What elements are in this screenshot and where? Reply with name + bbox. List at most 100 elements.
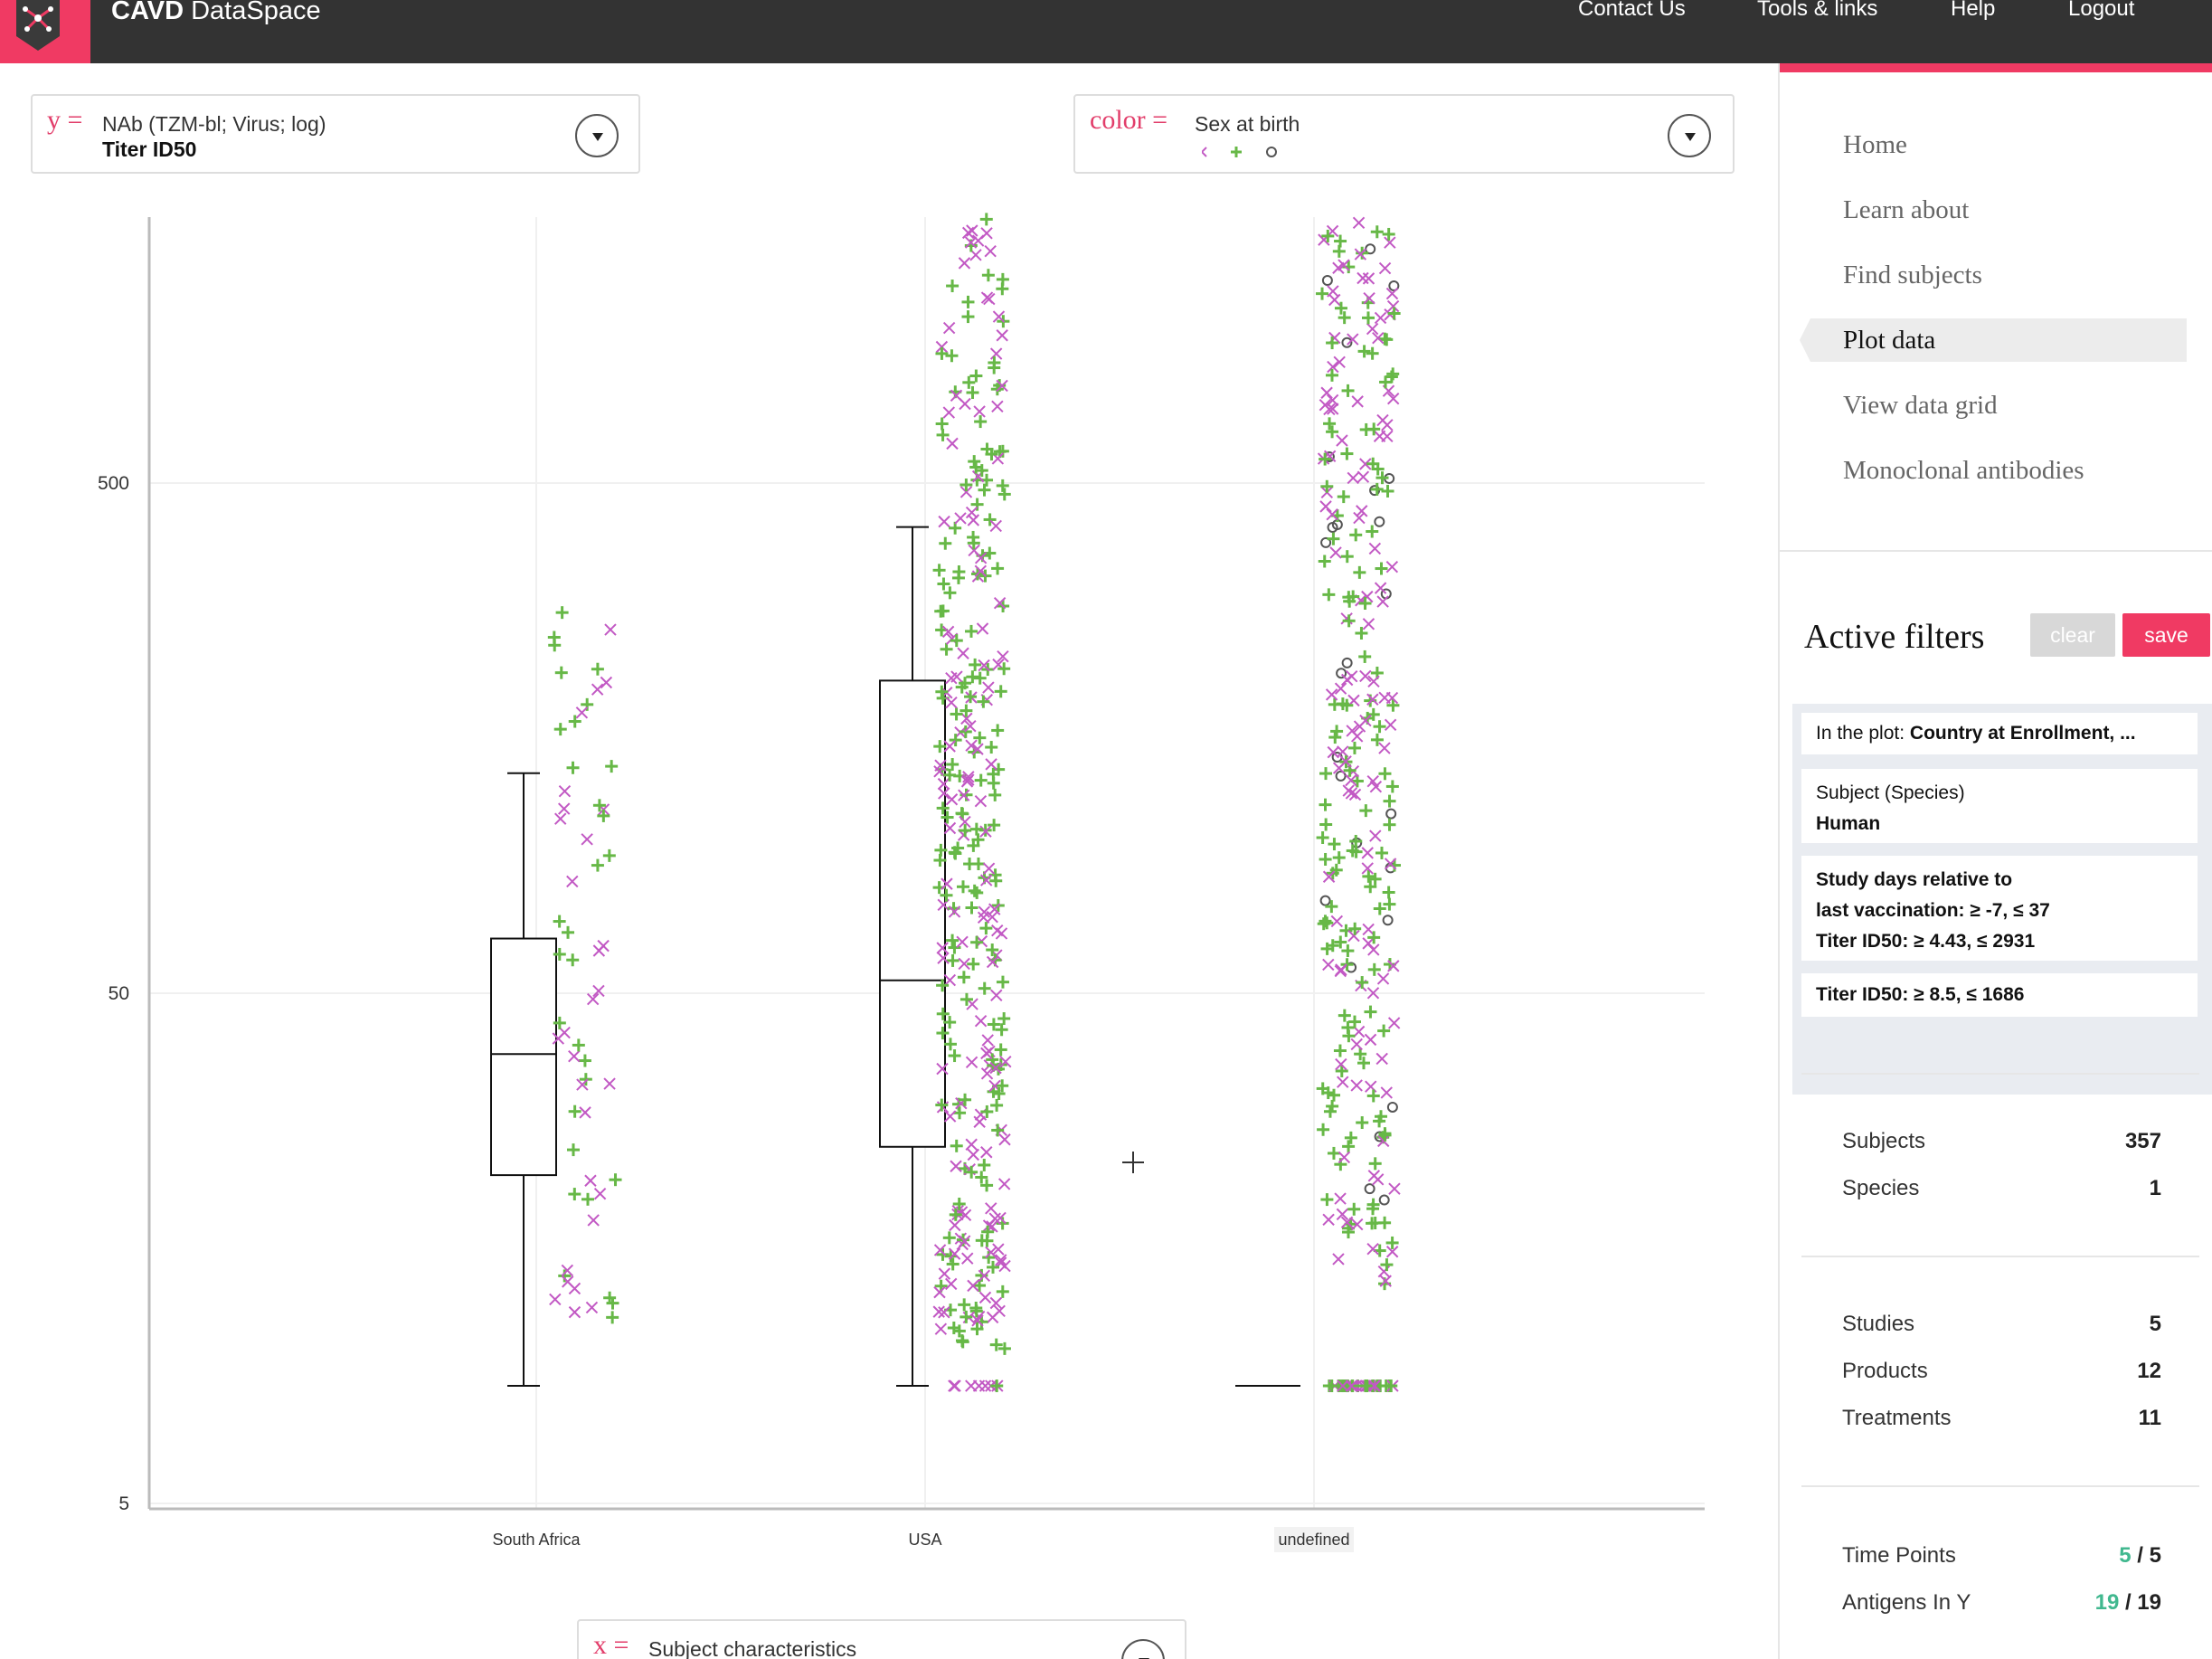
menu-item-home[interactable]: Home (1843, 130, 1907, 159)
point-plus (987, 776, 1000, 790)
nav-tools-and-links[interactable]: Tools & links (1757, 0, 1878, 21)
stat-subjects-label[interactable]: Subjects (1842, 1129, 1926, 1153)
point-cross (1367, 943, 1380, 956)
y-dropdown-chevron-icon[interactable] (575, 114, 619, 157)
y-axis-selector[interactable]: y = NAb (TZM-bl; Virus; log) Titer ID50 (31, 94, 640, 174)
point-cross (1322, 958, 1335, 972)
point-cross (982, 862, 996, 875)
point-cross (966, 224, 978, 237)
point-plus (1366, 457, 1380, 470)
filter-card-plot[interactable]: In the plot: Country at Enrollment, ... (1801, 713, 2198, 754)
menu-item-monoclonal-antibodies[interactable]: Monoclonal antibodies (1843, 456, 2084, 485)
point-cross (568, 1305, 581, 1319)
box-plot[interactable]: 500 50 5 South Africa USA undefined (0, 0, 1772, 1659)
point-cross (991, 924, 1004, 937)
point-cross (1369, 830, 1382, 842)
point-cross (943, 1110, 957, 1123)
color-dropdown-chevron-icon[interactable] (1668, 114, 1711, 157)
sidebar: Home Learn about Find subjects Plot data… (1778, 63, 2212, 1659)
point-plus (997, 1341, 1011, 1355)
point-plus (1360, 1379, 1374, 1393)
filter-card-titer[interactable]: Titer ID50: ≥ 8.5, ≤ 1686 (1801, 973, 2198, 1017)
point-plus (1357, 345, 1371, 358)
point-plus (994, 1058, 1007, 1072)
point-plus (1373, 720, 1386, 734)
point-plus (966, 386, 979, 400)
point-plus (1375, 471, 1389, 485)
y-prefix: y = (47, 105, 83, 135)
filter-card-study-days[interactable]: Study days relative to last vaccination:… (1801, 856, 2198, 961)
x-axis-selector[interactable]: x = Subject characteristics (577, 1619, 1186, 1659)
point-plus (970, 1322, 984, 1336)
point-cross (960, 712, 973, 725)
box-iqr (490, 937, 557, 1177)
logo[interactable] (0, 0, 90, 63)
point-plus (609, 1173, 622, 1187)
stat-treatments-label[interactable]: Treatments (1842, 1406, 1952, 1430)
point-plus (949, 734, 962, 747)
stat-species-label[interactable]: Species (1842, 1176, 1920, 1200)
point-cross (950, 389, 963, 403)
save-filters-button[interactable]: save (2122, 613, 2210, 657)
point-cross (985, 1246, 997, 1259)
point-plus (957, 971, 970, 984)
x-dropdown-chevron-icon[interactable] (1121, 1639, 1165, 1659)
point-cross (1385, 287, 1399, 300)
stat-time-points-label[interactable]: Time Points (1842, 1543, 1956, 1568)
point-plus (1375, 562, 1388, 575)
point-plus (981, 269, 995, 282)
point-cross (948, 1379, 960, 1392)
clear-filters-button[interactable]: clear (2030, 613, 2115, 657)
point-plus (1368, 1157, 1382, 1171)
menu-item-view-data-grid[interactable]: View data grid (1843, 391, 1998, 420)
point-plus (959, 478, 973, 491)
point-circle (1386, 1101, 1398, 1113)
point-cross (1327, 285, 1339, 298)
point-cross (989, 1061, 1002, 1075)
point-plus (1358, 649, 1372, 663)
menu-item-find-subjects[interactable]: Find subjects (1843, 261, 1982, 289)
point-plus (554, 666, 568, 679)
point-cross (960, 775, 974, 788)
stat-products-label[interactable]: Products (1842, 1359, 1928, 1383)
point-plus (1342, 614, 1356, 628)
point-cross (1384, 718, 1397, 732)
menu-item-plot-data[interactable]: Plot data (1800, 318, 2187, 362)
menu-item-learn-about[interactable]: Learn about (1843, 195, 1970, 224)
point-plus (1381, 484, 1394, 498)
point-cross (988, 903, 1001, 915)
stat-antigens-label[interactable]: Antigens In Y (1842, 1590, 1971, 1615)
point-cross (936, 942, 949, 954)
point-plus (605, 760, 619, 773)
stat-species-value: 1 (2149, 1176, 2161, 1200)
stat-studies-label[interactable]: Studies (1842, 1312, 1915, 1336)
point-plus (1364, 1005, 1377, 1019)
point-cross (984, 244, 997, 258)
point-plus (1325, 900, 1338, 914)
y-tick-label: 500 (98, 473, 129, 494)
point-cross (979, 874, 993, 886)
filter-card-species[interactable]: Subject (Species) Human (1801, 769, 2198, 843)
point-plus (1337, 490, 1350, 504)
point-plus (1383, 794, 1396, 808)
point-cross (1366, 1242, 1379, 1256)
point-cross (1357, 271, 1369, 285)
nav-contact-us[interactable]: Contact Us (1578, 0, 1686, 21)
point-plus (950, 707, 963, 721)
point-plus (1346, 844, 1359, 858)
nav-help[interactable]: Help (1951, 0, 1996, 21)
app-title[interactable]: CAVD DataSpace (111, 0, 321, 25)
point-plus (958, 1298, 971, 1312)
point-plus (1321, 1086, 1335, 1100)
point-plus (980, 1104, 994, 1118)
point-plus (946, 1257, 959, 1271)
point-plus (1326, 1099, 1339, 1113)
point-cross (978, 1379, 992, 1392)
point-plus (1367, 422, 1381, 436)
nav-logout[interactable]: Logout (2068, 0, 2135, 21)
point-cross (997, 650, 1009, 663)
color-selector[interactable]: color = Sex at birth (1073, 94, 1735, 174)
point-plus (936, 1027, 950, 1040)
point-cross (974, 1014, 988, 1028)
point-plus (992, 1086, 1006, 1100)
